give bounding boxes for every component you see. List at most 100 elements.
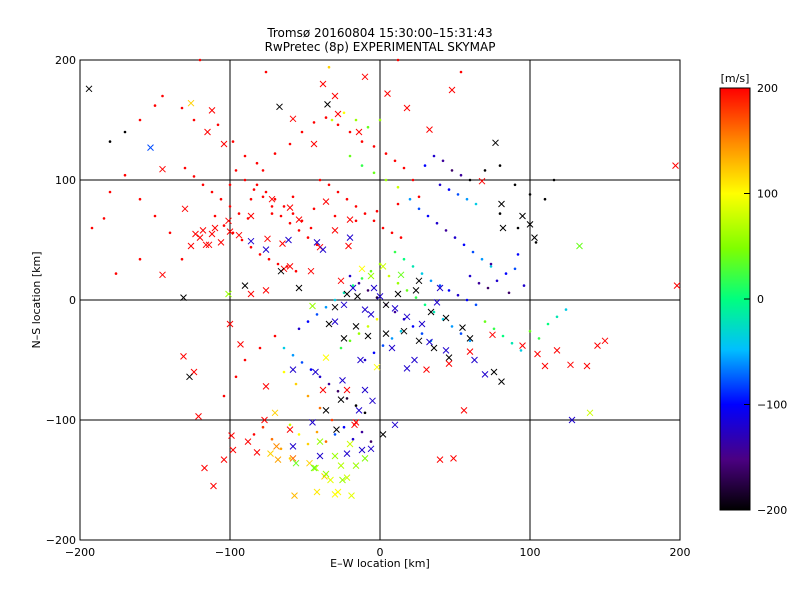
y-tick-label: 100 <box>55 174 76 187</box>
data-cross <box>322 407 330 414</box>
data-dot <box>489 262 493 266</box>
data-cross <box>289 455 297 462</box>
data-dot <box>366 325 370 328</box>
data-dot <box>153 104 157 107</box>
data-dot <box>396 58 400 62</box>
data-dot <box>402 166 406 170</box>
data-cross <box>271 409 279 417</box>
data-cross <box>339 377 346 384</box>
data-cross <box>316 438 324 445</box>
data-dot <box>291 212 295 215</box>
data-dot <box>552 178 556 182</box>
data-dot <box>483 320 487 323</box>
data-dot <box>318 406 322 410</box>
data-cross <box>403 313 411 321</box>
data-cross <box>672 162 679 169</box>
data-cross <box>324 101 331 108</box>
y-axis-label: N–S location [km] <box>30 251 43 348</box>
data-cross <box>220 456 228 463</box>
data-dot <box>441 159 445 163</box>
data-dot <box>258 346 262 350</box>
data-cross <box>345 242 352 250</box>
data-cross <box>319 80 327 88</box>
data-dot <box>243 178 247 182</box>
data-dot <box>333 433 337 436</box>
data-cross <box>295 216 303 223</box>
data-cross <box>349 284 357 292</box>
data-dot <box>312 121 316 124</box>
data-cross <box>343 290 351 298</box>
data-cross <box>325 320 333 328</box>
data-dot <box>102 217 106 220</box>
data-dot <box>108 190 112 194</box>
data-dot <box>282 346 286 350</box>
data-dot <box>123 130 127 134</box>
data-cross <box>466 335 474 342</box>
data-dot <box>468 274 472 278</box>
data-cross <box>459 324 466 331</box>
data-dot <box>393 159 397 163</box>
data-cross <box>337 277 345 285</box>
data-cross <box>286 426 294 433</box>
data-dot <box>399 236 403 239</box>
data-dot <box>270 437 274 441</box>
data-cross <box>348 492 355 499</box>
data-dot <box>498 164 502 167</box>
data-dot <box>258 253 262 256</box>
data-dot <box>417 207 421 211</box>
data-cross <box>351 421 358 429</box>
data-cross <box>343 450 351 457</box>
data-cross <box>235 231 243 239</box>
data-cross <box>337 396 345 403</box>
data-dot <box>276 262 280 266</box>
data-cross <box>403 365 411 372</box>
data-cross <box>204 128 211 136</box>
data-cross <box>247 290 255 298</box>
data-dot <box>282 205 286 208</box>
data-dot <box>471 250 475 254</box>
data-dot <box>327 183 331 187</box>
data-cross <box>331 452 339 460</box>
data-dot <box>450 169 454 172</box>
data-dot <box>513 267 517 271</box>
chart-subtitle: RwPretec (8p) EXPERIMENTAL SKYMAP <box>264 40 496 54</box>
data-cross <box>276 103 283 111</box>
data-dot <box>372 219 376 223</box>
data-dot <box>465 298 469 302</box>
data-cross <box>274 456 282 463</box>
data-dot <box>378 118 382 122</box>
data-dot <box>312 207 316 211</box>
data-dot <box>222 224 226 227</box>
data-dot <box>393 250 397 254</box>
data-cross <box>241 282 249 289</box>
data-cross <box>210 482 217 490</box>
data-dot <box>252 433 256 436</box>
data-dot <box>480 257 484 261</box>
data-cross <box>673 282 681 289</box>
data-dot <box>306 236 310 239</box>
data-dot <box>180 257 184 261</box>
data-cross <box>367 445 375 453</box>
data-dot <box>429 279 433 283</box>
data-dot <box>393 310 397 314</box>
data-cross <box>334 110 342 118</box>
data-cross <box>583 362 591 370</box>
data-cross <box>526 221 534 228</box>
data-dot <box>510 341 514 345</box>
data-cross <box>319 246 327 253</box>
data-cross <box>450 455 457 462</box>
data-cross <box>331 92 339 100</box>
data-dot <box>297 327 301 331</box>
data-cross <box>187 99 195 107</box>
data-cross <box>244 438 252 445</box>
data-cross <box>498 200 505 208</box>
data-cross <box>442 347 450 354</box>
colorbar-tick-label: 200 <box>757 82 778 95</box>
data-dot <box>345 197 349 201</box>
data-cross <box>492 139 499 147</box>
data-dot <box>534 241 538 244</box>
data-cross <box>261 416 268 424</box>
data-dot <box>306 394 310 398</box>
colorbar-label: [m/s] <box>721 72 750 85</box>
data-cross <box>358 265 366 273</box>
